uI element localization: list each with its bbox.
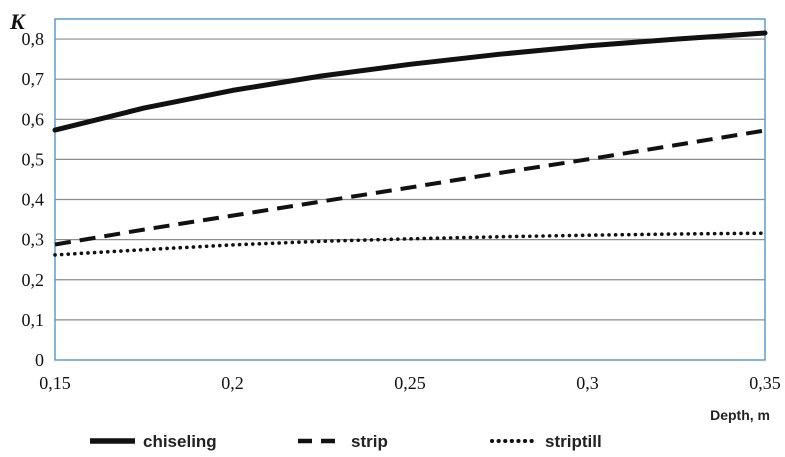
legend-label-strip: strip	[351, 432, 388, 451]
y-tick-label: 0,7	[22, 69, 45, 89]
plot-frame	[54, 18, 766, 361]
x-tick-label: 0,25	[394, 373, 426, 393]
y-tick-label: 0,3	[22, 230, 45, 250]
x-tick-labels: 0,15 0,2 0,25 0,3 0,35	[39, 373, 781, 393]
y-tick-label: 0	[35, 350, 44, 370]
legend-label-chiseling: chiseling	[143, 432, 217, 451]
x-axis-label: Depth, m	[710, 407, 770, 423]
legend: chiseling strip striptill	[90, 432, 602, 451]
x-tick-label: 0,15	[39, 373, 71, 393]
y-tick-label: 0,1	[22, 310, 45, 330]
x-tick-label: 0,3	[576, 373, 599, 393]
y-tick-labels: 0 0,1 0,2 0,3 0,4 0,5 0,6 0,7 0,8	[22, 29, 45, 370]
y-tick-label: 0,2	[22, 270, 45, 290]
y-tick-label: 0,4	[22, 190, 45, 210]
legend-label-striptill: striptill	[545, 432, 602, 451]
series-line-chiseling	[52, 30, 768, 133]
y-tick-label: 0,8	[22, 29, 45, 49]
y-tick-label: 0,6	[22, 109, 45, 129]
gridlines	[55, 38, 765, 321]
y-tick-label: 0,5	[22, 149, 45, 169]
series-line-strip	[54, 128, 766, 247]
y-axis-label: K	[9, 9, 26, 34]
x-tick-label: 0,35	[749, 373, 781, 393]
series-lines	[52, 30, 768, 257]
series-line-striptill	[53, 231, 767, 257]
x-tick-label: 0,2	[221, 373, 244, 393]
